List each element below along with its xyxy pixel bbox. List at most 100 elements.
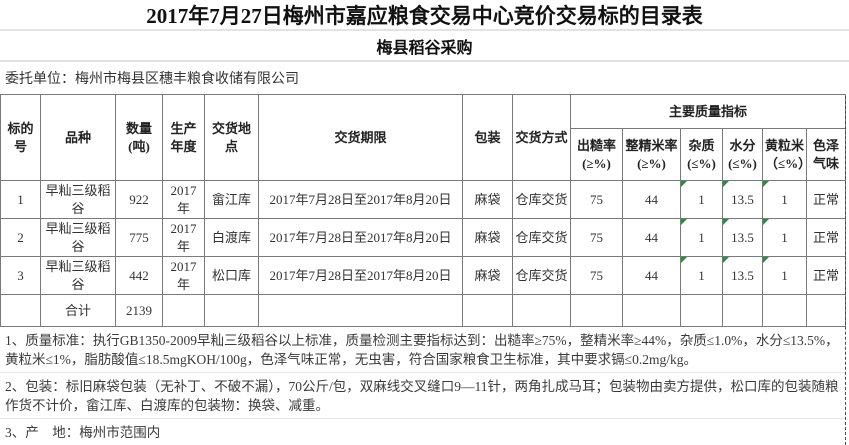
- cell-quantity: 775: [115, 218, 163, 258]
- excel-flag-icon: [723, 257, 729, 264]
- header-delivery-period: 交货期限: [258, 94, 463, 181]
- cell-hulling-rate: 75: [570, 179, 623, 220]
- cell-empty: [162, 294, 205, 328]
- cell-empty: [258, 294, 463, 328]
- excel-flag-icon: [763, 257, 769, 264]
- cell-packaging: 麻袋: [462, 179, 513, 220]
- header-impurity: 杂质(≤%): [680, 128, 723, 181]
- header-bid-number: 标的号: [0, 94, 41, 181]
- excel-flag-icon: [681, 257, 687, 264]
- cell-value: 1: [698, 267, 705, 283]
- page-subtitle: 梅县稻谷采购: [0, 31, 849, 62]
- cell-variety: 早籼三级稻谷: [40, 256, 116, 296]
- cell-delivery-place: 白渡库: [204, 218, 259, 258]
- cell-production-year: 2017年: [162, 179, 205, 220]
- cell-head-rice-rate: 44: [622, 218, 681, 258]
- excel-flag-icon: [763, 219, 769, 226]
- cell-delivery-place: 松口库: [204, 256, 259, 296]
- header-hulling-rate: 出糙率(≥%): [570, 128, 623, 181]
- cell-moisture: 13.5: [722, 218, 763, 258]
- cell-value: 1: [698, 229, 705, 245]
- cell-empty: [0, 294, 41, 328]
- cell-empty: [762, 294, 807, 328]
- header-production-year: 生产年度: [162, 94, 205, 181]
- header-delivery-method: 交货方式: [512, 94, 571, 181]
- cell-delivery-place: 畲江库: [204, 179, 259, 220]
- cell-delivery-method: 仓库交货: [512, 179, 571, 220]
- client-line: 委托单位：梅州市梅县区穗丰粮食收储有限公司: [5, 72, 299, 87]
- cell-packaging: 麻袋: [462, 256, 513, 296]
- table-row: 1 早籼三级稻谷 922 2017年 畲江库 2017年7月28日至2017年8…: [0, 179, 847, 220]
- cell-bid-number: 1: [0, 179, 41, 220]
- cell-value: 13.5: [731, 191, 754, 207]
- cell-delivery-method: 仓库交货: [512, 218, 571, 258]
- cell-yellow-kernel: 1: [762, 179, 807, 220]
- cell-color-odor: 正常: [805, 218, 847, 258]
- total-label: 合计: [40, 294, 116, 328]
- cell-delivery-period: 2017年7月28日至2017年8月20日: [258, 179, 463, 220]
- cell-moisture: 13.5: [722, 256, 763, 296]
- footnotes: 1、质量标准：执行GB1350-2009早籼三级稻谷以上标准，质量检测主要指标达…: [0, 327, 845, 445]
- cell-value: 1: [781, 267, 788, 283]
- cell-color-odor: 正常: [805, 256, 847, 296]
- excel-flag-icon: [723, 181, 729, 187]
- header-packaging: 包装: [462, 94, 513, 181]
- cell-delivery-method: 仓库交货: [512, 256, 571, 296]
- cell-empty: [680, 294, 723, 328]
- header-quality-group: 主要质量指标: [569, 94, 847, 129]
- cell-moisture: 13.5: [722, 179, 763, 220]
- table-total-row: 合计 2139: [0, 294, 847, 328]
- cell-impurity: 1: [680, 256, 723, 296]
- cell-empty: [722, 294, 763, 328]
- header-delivery-place: 交货地点: [204, 94, 259, 181]
- excel-flag-icon: [681, 219, 687, 226]
- cell-packaging: 麻袋: [462, 218, 513, 258]
- cell-bid-number: 2: [0, 218, 41, 258]
- header-moisture: 水分(≤%): [722, 128, 763, 181]
- page-title: 2017年7月27日梅州市嘉应粮食交易中心竞价交易标的目录表: [0, 0, 849, 31]
- header-head-rice-rate: 整精米率(≥%): [622, 128, 681, 181]
- note-quality-standard: 1、质量标准：执行GB1350-2009早籼三级稻谷以上标准，质量检测主要指标达…: [0, 327, 845, 374]
- cell-delivery-period: 2017年7月28日至2017年8月20日: [258, 256, 463, 296]
- cell-yellow-kernel: 1: [762, 218, 807, 258]
- cell-production-year: 2017年: [162, 256, 205, 296]
- header-quantity: 数量(吨): [115, 94, 163, 181]
- cell-head-rice-rate: 44: [622, 179, 681, 220]
- cell-empty: [805, 294, 847, 328]
- cell-bid-number: 3: [0, 256, 41, 296]
- cell-value: 13.5: [731, 267, 754, 283]
- excel-flag-icon: [763, 181, 769, 187]
- cell-variety: 早籼三级稻谷: [40, 218, 116, 258]
- table-header-row-top: 标的号 品种 数量(吨) 生产年度 交货地点 交货期限 包装 交货方式 主要质量…: [0, 94, 847, 181]
- cell-value: 1: [781, 229, 788, 245]
- cell-empty: [570, 294, 623, 328]
- cell-head-rice-rate: 44: [622, 256, 681, 296]
- note-origin: 3、产 地：梅州市范围内: [0, 419, 845, 445]
- cell-empty: [512, 294, 571, 328]
- cell-empty: [204, 294, 259, 328]
- cell-variety: 早籼三级稻谷: [40, 179, 116, 220]
- print-page-break-dashed-line: [845, 96, 846, 445]
- cell-impurity: 1: [680, 179, 723, 220]
- cell-color-odor: 正常: [805, 179, 847, 220]
- cell-empty: [462, 294, 513, 328]
- table-row: 3 早籼三级稻谷 442 2017年 松口库 2017年7月28日至2017年8…: [0, 256, 847, 296]
- excel-flag-icon: [723, 219, 729, 226]
- cell-quantity: 442: [115, 256, 163, 296]
- header-variety: 品种: [40, 94, 116, 181]
- cell-yellow-kernel: 1: [762, 256, 807, 296]
- cell-value: 1: [698, 191, 705, 207]
- cell-impurity: 1: [680, 218, 723, 258]
- cell-delivery-period: 2017年7月28日至2017年8月20日: [258, 218, 463, 258]
- cell-production-year: 2017年: [162, 218, 205, 258]
- cell-value: 1: [781, 191, 788, 207]
- table-row: 2 早籼三级稻谷 775 2017年 白渡库 2017年7月28日至2017年8…: [0, 218, 847, 258]
- header-yellow-kernel: 黄粒米（≤%）: [762, 128, 807, 181]
- cell-value: 13.5: [731, 229, 754, 245]
- cell-hulling-rate: 75: [570, 218, 623, 258]
- cell-quantity: 922: [115, 179, 163, 220]
- header-color-odor: 色泽气味: [805, 128, 847, 181]
- cell-empty: [622, 294, 681, 328]
- note-packaging: 2、包装：标旧麻袋包装（无补丁、不破不漏），70公斤/包，双麻线交叉缝口9—11…: [0, 373, 845, 420]
